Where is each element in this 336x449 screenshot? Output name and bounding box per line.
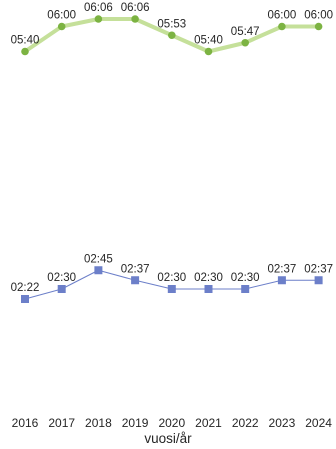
x-axis: 2016 2017 2018 2019 2020 2021 2022 2023 2024 bbox=[12, 416, 333, 430]
series-2-point bbox=[21, 47, 29, 56]
series-3-point bbox=[21, 295, 29, 303]
x-tick-label: 2016 bbox=[12, 416, 39, 430]
series-2-point bbox=[204, 47, 213, 56]
series-3: 02:22 02:30 02:45 02:37 02:30 02:30 02:30 02:37… bbox=[11, 253, 333, 303]
x-tick-label: 2021 bbox=[195, 416, 222, 430]
series-3-point bbox=[94, 266, 103, 275]
series-3-data-label: 02:30 bbox=[157, 272, 186, 284]
series-2-data-label: 06:00 bbox=[47, 10, 76, 22]
series-3-data-label: 02:30 bbox=[231, 272, 260, 284]
series-3-data-label: 02:45 bbox=[84, 253, 113, 265]
series-2-point bbox=[94, 15, 103, 23]
x-tick-label: 2020 bbox=[158, 416, 185, 430]
series-3-data-label: 02:37 bbox=[304, 263, 333, 275]
series-2-point bbox=[131, 15, 139, 23]
series-3-data-label: 02:37 bbox=[268, 263, 297, 275]
series-2-data-label: 06:06 bbox=[121, 2, 150, 14]
series-2-data-label: 05:53 bbox=[157, 18, 186, 30]
series-3-point bbox=[131, 276, 140, 285]
series-2-point bbox=[241, 38, 249, 47]
series-2-data-label: 06:00 bbox=[268, 10, 297, 22]
series-layer: 08:5109:1909:1909:1909:1908:5108:5108:51… bbox=[11, 2, 333, 303]
series-3-point bbox=[57, 285, 66, 293]
series-2-point bbox=[314, 22, 323, 31]
series-2-point bbox=[57, 22, 66, 31]
series-3-data-label: 02:22 bbox=[11, 282, 40, 294]
series-3-data-label: 02:30 bbox=[194, 272, 223, 284]
series-2-data-label: 05:40 bbox=[11, 35, 40, 47]
series-3-data-label: 02:30 bbox=[47, 272, 76, 284]
x-tick-label: 2023 bbox=[269, 416, 296, 430]
series-3-point bbox=[277, 276, 286, 285]
series-3-point bbox=[241, 285, 250, 293]
x-tick-label: 2018 bbox=[85, 416, 112, 430]
x-tick-label: 2019 bbox=[122, 416, 149, 430]
x-axis-title: vuosi/år bbox=[144, 431, 192, 446]
series-2-data-label: 05:47 bbox=[231, 26, 260, 38]
series-2-data-label: 05:40 bbox=[194, 35, 223, 47]
series-2-data-label: 06:00 bbox=[304, 10, 333, 22]
series-2-point bbox=[278, 22, 286, 31]
series-3-point bbox=[204, 285, 213, 293]
series-2-data-label: 06:06 bbox=[84, 2, 113, 14]
x-tick-label: 2017 bbox=[48, 416, 75, 430]
x-tick-label: 2024 bbox=[305, 416, 332, 430]
x-tick-label: 2022 bbox=[232, 416, 259, 430]
series-3-point bbox=[314, 276, 323, 285]
series-3-data-label: 02:37 bbox=[121, 263, 150, 275]
series-2: 05:40 06:00 06:06 06:06 05:53 05:40 05:47 06:00… bbox=[11, 2, 333, 56]
series-3-point bbox=[167, 285, 176, 293]
series-2-point bbox=[168, 31, 176, 40]
